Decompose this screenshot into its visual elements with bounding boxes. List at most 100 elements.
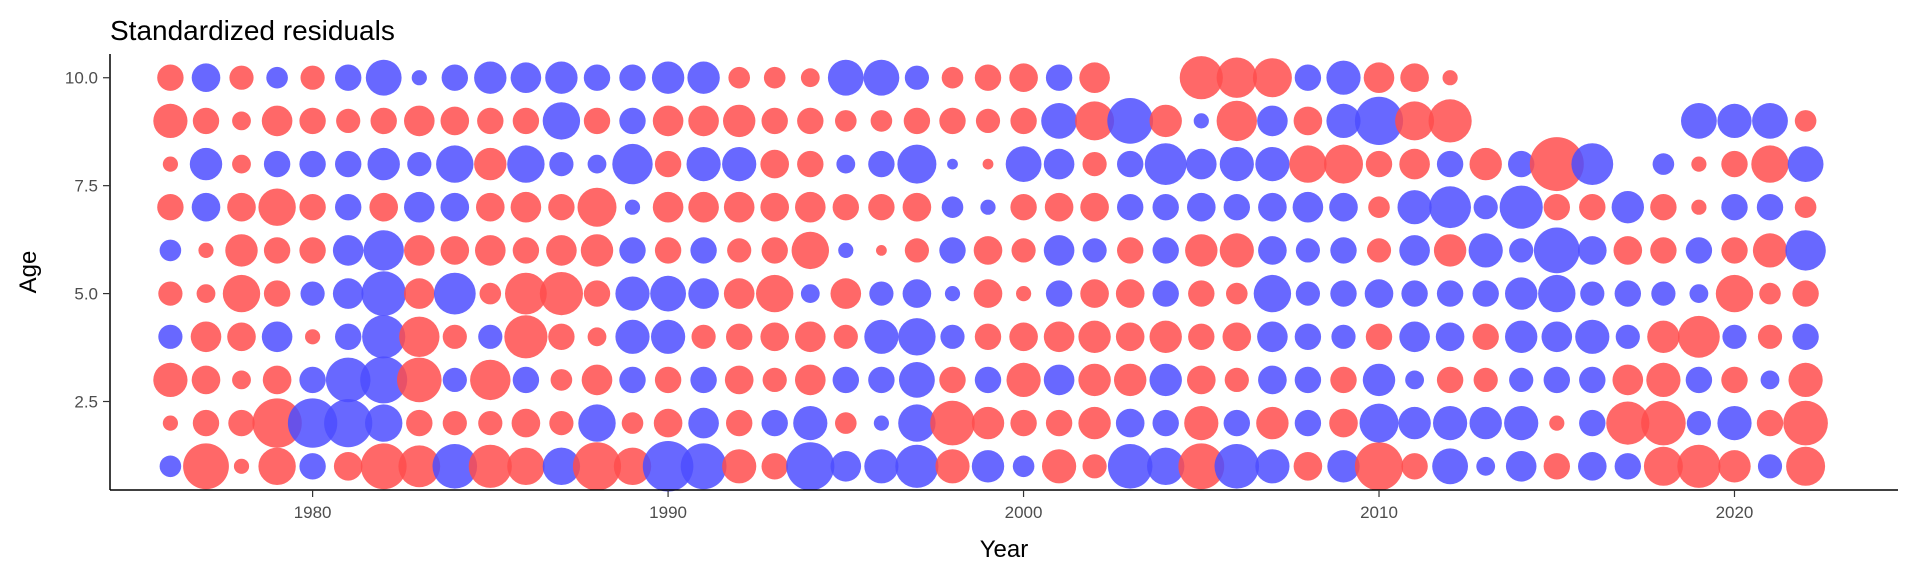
residual-point: [578, 404, 616, 442]
residual-point: [159, 239, 182, 262]
residual-point: [863, 59, 900, 96]
residual-point: [1330, 366, 1357, 394]
residual-point: [1399, 148, 1430, 180]
residual-point: [761, 107, 788, 135]
residual-point: [619, 237, 646, 264]
residual-point: [1144, 143, 1187, 186]
residual-point: [1295, 281, 1320, 306]
y-tick-label: 2.5: [74, 393, 98, 412]
residual-point: [504, 315, 548, 359]
residual-point: [411, 70, 427, 86]
residual-point: [1043, 364, 1075, 396]
residual-point: [1533, 227, 1580, 274]
residual-point: [761, 409, 788, 437]
residual-point: [1647, 320, 1680, 353]
x-tick-label: 1990: [649, 503, 687, 522]
residual-point: [797, 150, 824, 178]
residual-point: [975, 108, 1001, 133]
residual-point: [510, 191, 542, 223]
residual-point: [1721, 194, 1748, 221]
residual-point: [619, 366, 646, 394]
residual-point: [830, 278, 862, 309]
residual-point: [795, 191, 826, 223]
residual-point: [1606, 401, 1650, 445]
residual-point: [1686, 411, 1711, 436]
residual-point: [1469, 406, 1502, 440]
residual-point: [1078, 320, 1111, 353]
residual-point: [613, 447, 652, 485]
residual-point: [1787, 146, 1824, 183]
residual-point: [1543, 453, 1571, 480]
residual-point: [1223, 194, 1251, 221]
residual-point: [549, 411, 574, 436]
residual-point: [1078, 363, 1111, 397]
residual-point: [365, 59, 402, 96]
residual-point: [654, 150, 682, 178]
residual-point: [1578, 236, 1607, 265]
residual-point: [229, 65, 254, 90]
residual-point: [1152, 280, 1179, 307]
residual-point: [1255, 449, 1290, 484]
residual-point: [478, 411, 503, 436]
residual-point: [1717, 103, 1752, 138]
residual-point: [680, 443, 727, 490]
residual-point: [1292, 191, 1324, 223]
residual-point: [1354, 442, 1404, 491]
residual-point: [982, 158, 994, 170]
residual-point: [1289, 145, 1327, 183]
residual-point: [1257, 105, 1288, 137]
x-axis-title: Year: [980, 536, 1029, 563]
residual-point: [1043, 235, 1075, 266]
residual-point: [688, 191, 719, 223]
residual-point: [899, 362, 935, 398]
residual-point: [335, 323, 362, 350]
residual-point: [263, 280, 291, 307]
residual-point: [1757, 324, 1783, 349]
residual-point: [1400, 63, 1429, 92]
residual-point: [1717, 406, 1752, 441]
residual-point: [1368, 196, 1390, 218]
residual-point: [1082, 238, 1107, 263]
residual-point: [507, 145, 545, 183]
residual-point: [1082, 454, 1107, 479]
residual-point: [760, 322, 789, 352]
residual-point: [1721, 237, 1748, 264]
residual-point: [505, 272, 547, 315]
residual-point: [1508, 150, 1535, 178]
residual-point: [367, 147, 400, 181]
residual-point: [1436, 150, 1464, 178]
residual-point: [619, 107, 646, 135]
residual-point: [1643, 446, 1683, 486]
residual-point: [869, 281, 894, 306]
residual-point: [190, 321, 222, 353]
residual-point: [836, 154, 856, 174]
residual-point: [162, 415, 178, 431]
residual-point: [1041, 103, 1077, 139]
residual-point: [1579, 409, 1606, 437]
residual-point: [476, 192, 505, 222]
residual-point: [1107, 98, 1154, 144]
residual-point: [1433, 406, 1468, 441]
residual-point: [1721, 366, 1748, 394]
residual-point: [583, 107, 611, 135]
residual-point: [870, 110, 893, 132]
residual-point: [474, 61, 507, 94]
residual-point: [1115, 408, 1145, 438]
residual-point: [1331, 324, 1356, 349]
residual-point: [935, 449, 970, 484]
residual-point: [1188, 280, 1215, 307]
residual-point: [1366, 238, 1392, 263]
residual-point: [1436, 366, 1464, 394]
residual-point: [1114, 363, 1147, 397]
residual-point: [548, 194, 575, 221]
residual-point: [726, 323, 753, 350]
residual-point: [868, 366, 895, 394]
residual-point: [1294, 366, 1322, 394]
residual-point: [580, 234, 614, 267]
y-tick-label: 5.0: [74, 285, 98, 304]
residual-point: [1147, 447, 1185, 485]
residual-point: [153, 362, 188, 397]
residual-point: [1436, 280, 1464, 307]
residual-point: [1541, 321, 1573, 353]
residual-point: [158, 281, 183, 306]
